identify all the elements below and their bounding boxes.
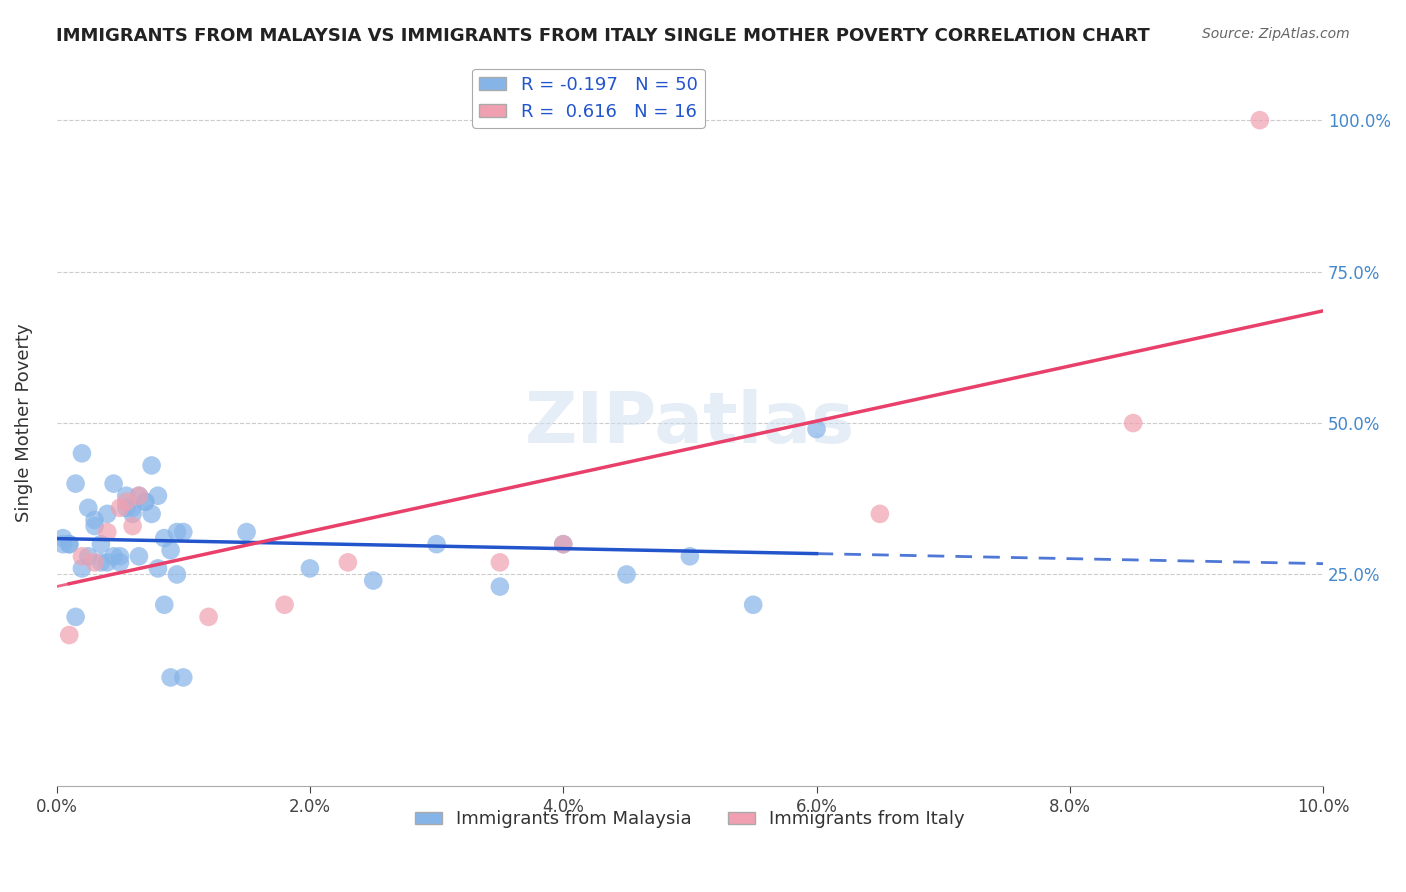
Point (96, 555, 118, 569)
Point (146, 489, 169, 503)
Point (172, 524, 194, 539)
Point (869, 507, 891, 521)
Point (1249, 113, 1271, 128)
Point (361, 574, 384, 588)
Point (141, 507, 163, 521)
Point (77, 500, 100, 515)
Point (103, 549, 125, 564)
Point (121, 507, 143, 521)
Point (115, 489, 138, 503)
Point (96, 507, 118, 521)
Point (70, 446, 93, 460)
Point (83, 513, 105, 527)
Point (58, 537, 80, 551)
Text: IMMIGRANTS FROM MALAYSIA VS IMMIGRANTS FROM ITALY SINGLE MOTHER POVERTY CORRELAT: IMMIGRANTS FROM MALAYSIA VS IMMIGRANTS F… (56, 27, 1150, 45)
Point (77, 549, 100, 564)
Point (235, 524, 257, 539)
Point (146, 561, 169, 575)
Point (128, 549, 150, 564)
Point (83, 519, 105, 533)
Point (172, 670, 194, 684)
Point (108, 555, 131, 569)
Point (128, 489, 150, 503)
Point (336, 555, 359, 569)
Point (115, 500, 138, 515)
Point (108, 549, 131, 564)
Point (121, 519, 143, 533)
Point (197, 610, 219, 624)
Point (742, 598, 765, 612)
Point (1122, 416, 1144, 430)
Point (153, 598, 176, 612)
Point (65, 610, 87, 624)
Point (159, 543, 181, 558)
Point (153, 531, 176, 545)
Point (134, 495, 156, 509)
Y-axis label: Single Mother Poverty: Single Mother Poverty (15, 324, 32, 523)
Point (166, 567, 188, 582)
Point (115, 495, 138, 509)
Point (806, 422, 828, 436)
Legend: Immigrants from Malaysia, Immigrants from Italy: Immigrants from Malaysia, Immigrants fro… (408, 803, 973, 836)
Point (273, 598, 295, 612)
Point (65, 476, 87, 491)
Point (83, 555, 105, 569)
Point (58, 537, 80, 551)
Point (134, 495, 156, 509)
Point (298, 561, 321, 575)
Point (553, 537, 575, 551)
Point (616, 567, 638, 582)
Point (679, 549, 702, 564)
Point (96, 524, 118, 539)
Point (426, 537, 449, 551)
Point (52, 531, 75, 545)
Text: Source: ZipAtlas.com: Source: ZipAtlas.com (1202, 27, 1350, 41)
Point (90, 555, 112, 569)
Point (52, 537, 75, 551)
Point (489, 555, 512, 569)
Point (141, 458, 163, 473)
Point (128, 489, 150, 503)
Point (90, 537, 112, 551)
Point (58, 628, 80, 642)
Point (489, 580, 512, 594)
Text: ZIPatlas: ZIPatlas (524, 389, 855, 458)
Point (108, 500, 131, 515)
Point (159, 670, 181, 684)
Point (121, 500, 143, 515)
Point (553, 537, 575, 551)
Point (70, 561, 93, 575)
Point (70, 549, 93, 564)
Point (103, 476, 125, 491)
Point (166, 524, 188, 539)
